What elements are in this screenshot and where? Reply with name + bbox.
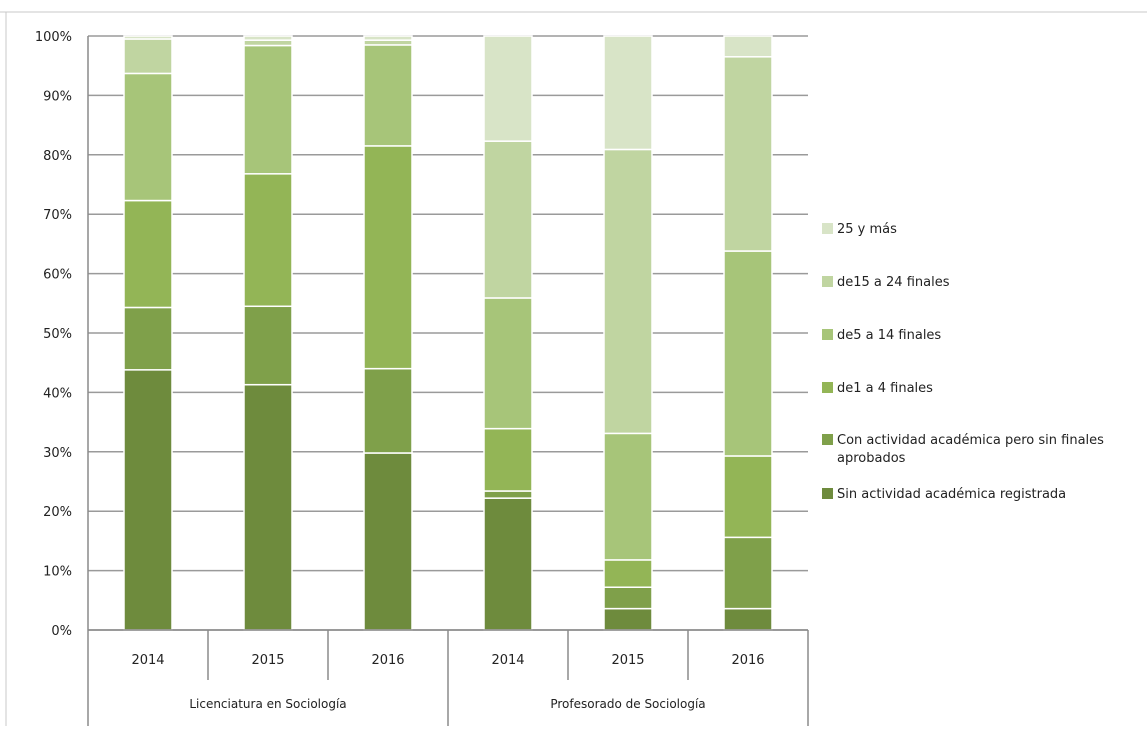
bar-segment <box>483 35 533 142</box>
y-tick-label: 40% <box>43 386 72 401</box>
x-group-label: Profesorado de Sociología <box>550 697 705 711</box>
legend-swatch <box>822 434 833 445</box>
frame-top-border <box>0 11 1147 726</box>
bar-segment <box>243 44 293 175</box>
legend-swatch <box>822 488 833 499</box>
gridlines <box>88 35 808 631</box>
bar-segment <box>123 369 173 631</box>
bar-segment <box>723 35 773 58</box>
bar-segment <box>243 173 293 308</box>
bar-segment <box>603 586 653 610</box>
bar-segment <box>363 44 413 147</box>
x-group-label: Licenciatura en Sociología <box>189 697 346 711</box>
bar-segment <box>363 452 413 631</box>
bar-segment <box>483 490 533 499</box>
y-axis: 0% 10% 20% 30% 40% 50% 60% 70% 80% 90% 100% <box>35 30 89 639</box>
bar-segment <box>123 199 173 309</box>
bar-segment <box>243 39 293 47</box>
bar-segment <box>723 607 773 631</box>
bar-segment <box>483 427 533 492</box>
x-tick-label: 2016 <box>371 653 404 668</box>
x-tick-label: 2015 <box>251 653 284 668</box>
legend-swatch <box>822 329 833 340</box>
legend-label: Con actividad académica pero sin finales… <box>837 433 1104 466</box>
bar-segment <box>723 250 773 457</box>
y-tick-label: 10% <box>43 565 72 580</box>
bar-segment <box>723 536 773 610</box>
bar-segment <box>723 56 773 252</box>
bars <box>123 35 773 631</box>
bar-segment <box>483 297 533 430</box>
x-tick-label: 2014 <box>131 653 164 668</box>
bar-segment <box>363 35 413 41</box>
y-tick-label: 60% <box>43 268 72 283</box>
bar-segment <box>603 148 653 435</box>
x-tick-label: 2016 <box>731 653 764 668</box>
bar-segment <box>243 35 293 41</box>
bar-segment <box>123 72 173 202</box>
y-tick-label: 70% <box>43 208 72 223</box>
bar-segment <box>603 432 653 561</box>
x-tick-label: 2014 <box>491 653 524 668</box>
bar-segment <box>363 145 413 370</box>
bar-segment <box>243 383 293 631</box>
bar-segment <box>123 38 173 75</box>
bar-segment <box>603 607 653 631</box>
bar-segment <box>483 140 533 299</box>
y-tick-label: 30% <box>43 446 72 461</box>
bar-segment <box>603 35 653 151</box>
y-tick-label: 0% <box>51 624 72 639</box>
legend-label: 25 y más <box>837 222 897 237</box>
x-axis: 2014 2015 2016 Licenciatura en Sociología 20… <box>87 629 809 726</box>
legend-label: de5 a 14 finales <box>837 328 941 343</box>
legend-swatch <box>822 382 833 393</box>
bar-segment <box>723 455 773 539</box>
bar-segment <box>243 305 293 386</box>
legend-label: de15 a 24 finales <box>837 275 950 290</box>
bar-segment <box>123 35 173 40</box>
y-tick-label: 20% <box>43 505 72 520</box>
y-tick-label: 50% <box>43 327 72 342</box>
legend-swatch <box>822 276 833 287</box>
bar-segment <box>603 559 653 588</box>
x-tick-label: 2015 <box>611 653 644 668</box>
y-tick-label: 100% <box>35 30 72 45</box>
y-tick-label: 80% <box>43 149 72 164</box>
legend-swatch <box>822 223 833 234</box>
y-tick-label: 90% <box>43 89 72 104</box>
bar-segment <box>363 367 413 454</box>
bar-segment <box>123 306 173 371</box>
bar-segment <box>483 497 533 631</box>
legend-label: Sin actividad académica registrada <box>837 487 1066 502</box>
legend-label: de1 a 4 finales <box>837 381 933 396</box>
legend: 25 y más de15 a 24 finales de5 a 14 finale… <box>822 222 1104 502</box>
